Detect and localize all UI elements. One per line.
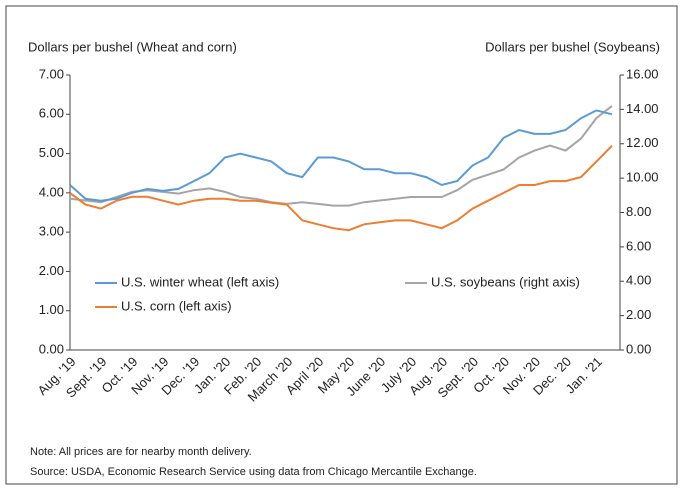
y2-tick-label: 2.00 — [626, 307, 651, 322]
source: Source: USDA, Economic Research Service … — [30, 466, 477, 478]
y2-tick-label: 6.00 — [626, 238, 651, 253]
y2-tick-label: 16.00 — [626, 66, 659, 81]
y2-tick-label: 14.00 — [626, 101, 659, 116]
legend-label: U.S. winter wheat (left axis) — [121, 274, 279, 289]
note: Note: All prices are for nearby month de… — [30, 446, 252, 458]
y2-tick-label: 4.00 — [626, 273, 651, 288]
line-series — [69, 109, 613, 202]
y2-tick-label: 10.00 — [626, 170, 659, 185]
y-tick-label: 2.00 — [39, 263, 64, 278]
legend-label: U.S. corn (left axis) — [121, 298, 232, 313]
y-tick-label: 7.00 — [39, 66, 64, 81]
line-series — [69, 105, 613, 207]
y2-tick-label: 0.00 — [626, 341, 651, 356]
y-tick-label: 4.00 — [39, 184, 64, 199]
frame — [5, 5, 678, 485]
y2-axis-label: Dollars per bushel (Soybeans) — [485, 39, 660, 54]
line-series — [69, 144, 613, 232]
y-axis-label: Dollars per bushel (Wheat and corn) — [28, 39, 237, 54]
y-tick-label: 3.00 — [39, 224, 64, 239]
y2-tick-label: 8.00 — [626, 204, 651, 219]
legend-label: U.S. soybeans (right axis) — [431, 274, 580, 289]
y-tick-label: 5.00 — [39, 145, 64, 160]
y2-tick-label: 12.00 — [626, 135, 659, 150]
y-tick-label: 6.00 — [39, 106, 64, 121]
y-tick-label: 1.00 — [39, 302, 64, 317]
y-tick-label: 0.00 — [39, 341, 64, 356]
